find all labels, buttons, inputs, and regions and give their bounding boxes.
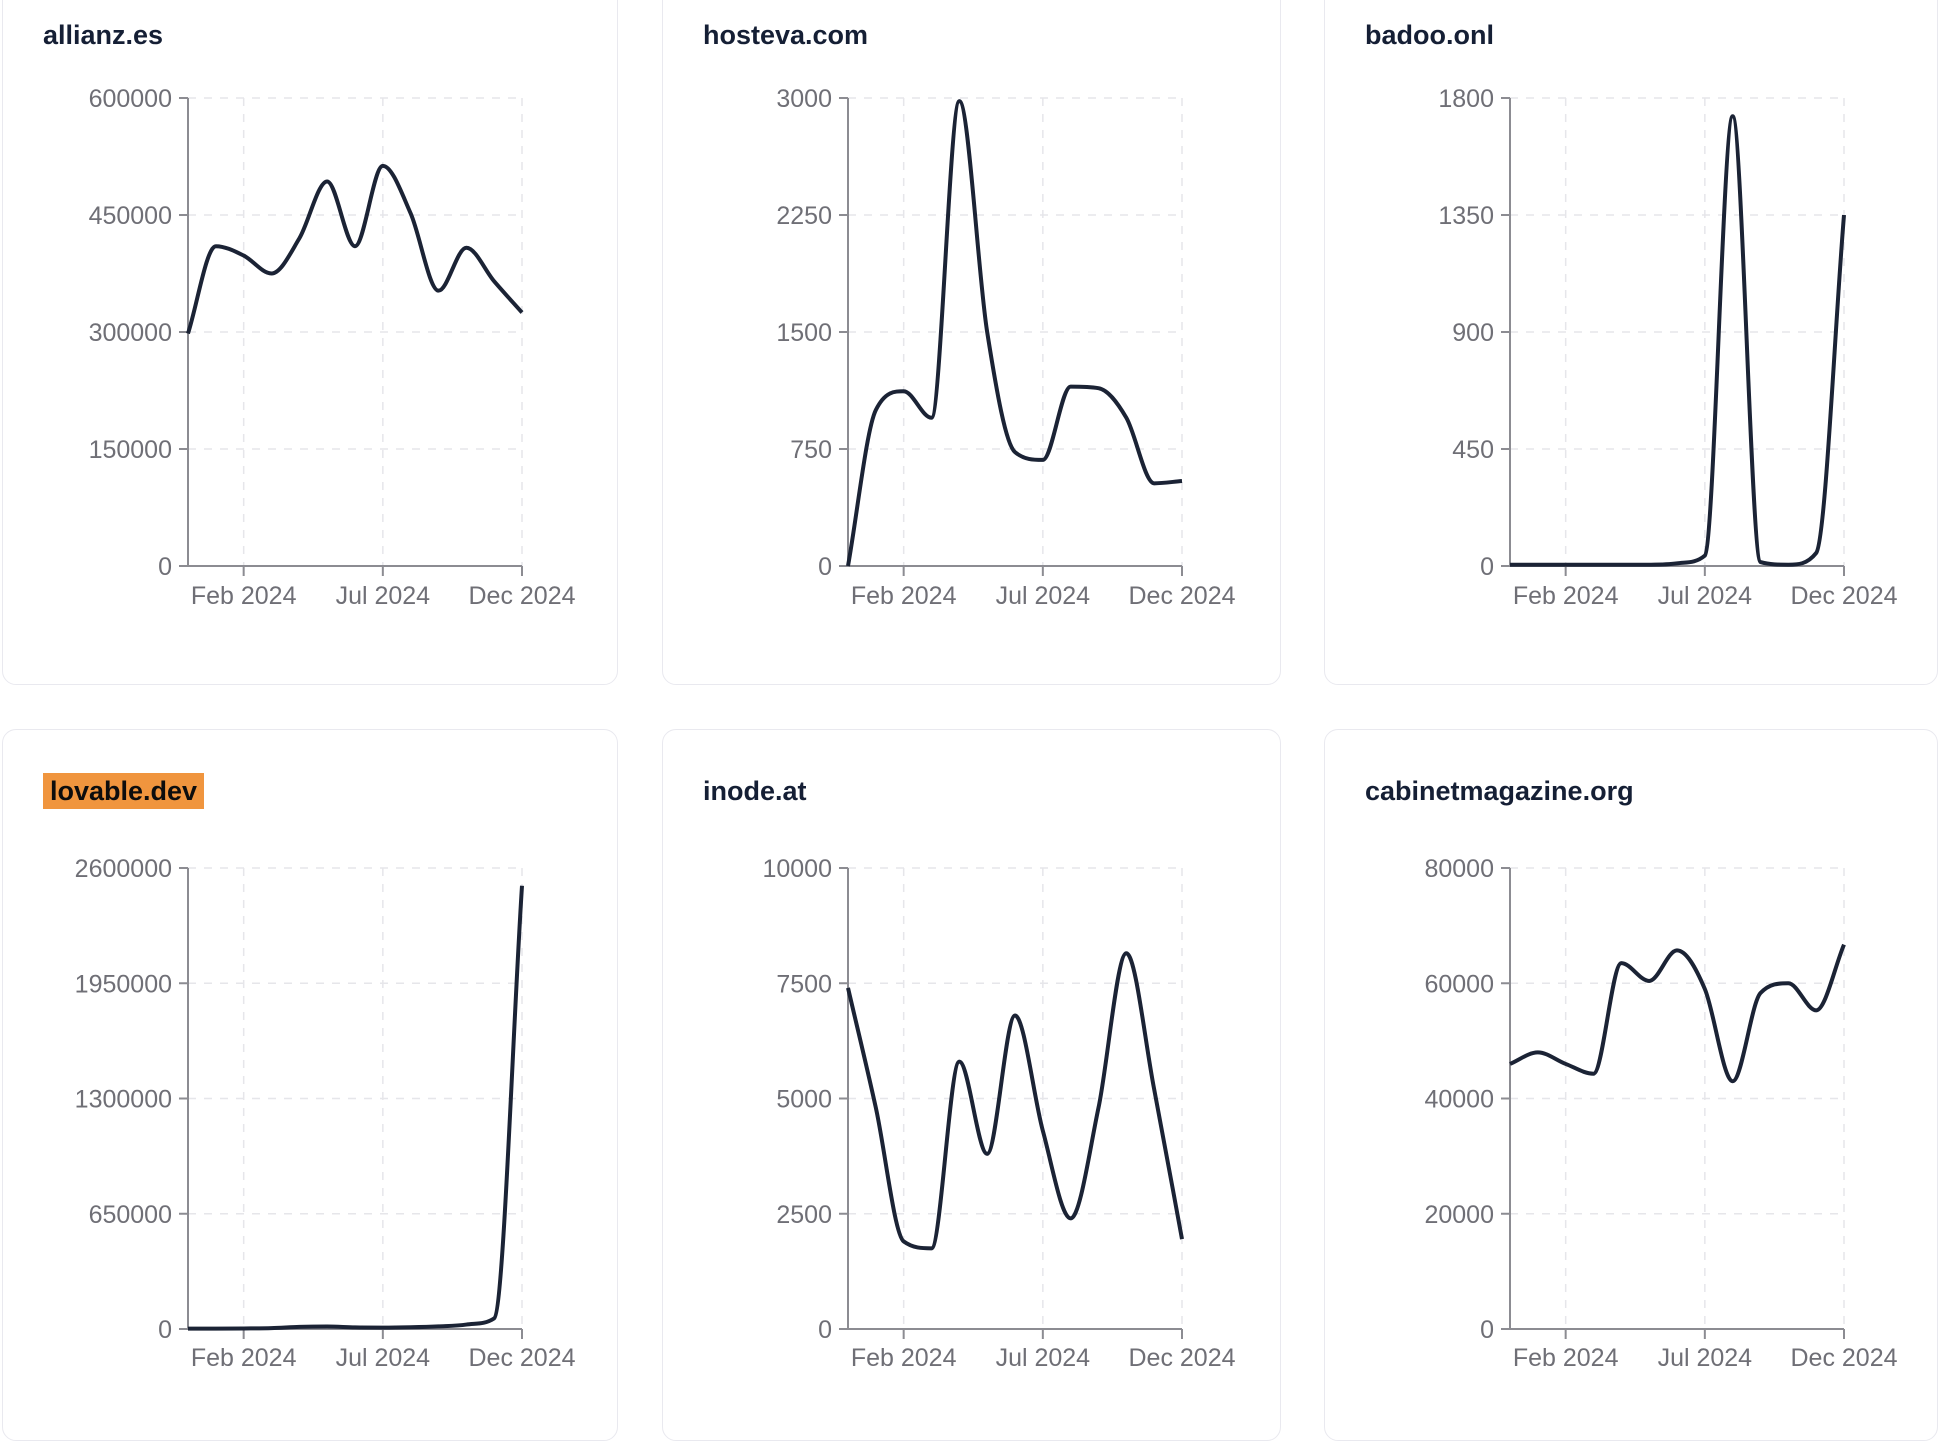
y-tick-label: 1300000 bbox=[75, 1086, 172, 1114]
y-tick-label: 20000 bbox=[1424, 1201, 1494, 1229]
x-tick-label: Feb 2024 bbox=[1513, 1344, 1619, 1372]
y-tick-label: 3000 bbox=[776, 85, 832, 113]
chart-card: cabinetmagazine.org 0 20000 40000 60000 8000… bbox=[1324, 729, 1938, 1441]
line-chart: 0 750 1500 2250 3000 Feb 2024 Jul 2024 Dec 2024 bbox=[776, 85, 1235, 610]
chart-title-wrap: hosteva.com bbox=[703, 18, 868, 52]
y-tick-label: 0 bbox=[158, 1316, 172, 1344]
series-line bbox=[186, 163, 524, 335]
chart-title[interactable]: hosteva.com bbox=[703, 20, 869, 50]
chart-title[interactable]: lovable.dev bbox=[43, 773, 205, 809]
line-chart: 0 450 900 1350 1800 Feb 2024 Jul 2024 Dec 2024 bbox=[1438, 85, 1897, 610]
y-tick-label: 7500 bbox=[776, 970, 832, 998]
y-tick-label: 2250 bbox=[776, 202, 832, 230]
chart-card: hosteva.com 0 750 1500 2250 3000 Feb 2024 Jul … bbox=[662, 0, 1281, 685]
x-tick-label: Dec 2024 bbox=[1790, 582, 1897, 610]
y-tick-label: 300000 bbox=[89, 319, 172, 347]
chart-title[interactable]: cabinetmagazine.org bbox=[1365, 776, 1634, 806]
chart-title-wrap: badoo.onl bbox=[1365, 18, 1494, 52]
y-tick-label: 600000 bbox=[89, 85, 172, 113]
x-tick-label: Jul 2024 bbox=[996, 1344, 1091, 1372]
y-tick-label: 1950000 bbox=[75, 970, 172, 998]
y-tick-label: 450 bbox=[1452, 436, 1494, 464]
x-tick-label: Jul 2024 bbox=[1658, 582, 1753, 610]
x-tick-label: Jul 2024 bbox=[1658, 1344, 1753, 1372]
x-tick-label: Dec 2024 bbox=[468, 582, 575, 610]
series-line bbox=[846, 951, 1184, 1251]
y-tick-label: 0 bbox=[1480, 1316, 1494, 1344]
chart-title[interactable]: badoo.onl bbox=[1365, 20, 1494, 50]
y-tick-label: 2500 bbox=[776, 1201, 832, 1229]
y-tick-label: 450000 bbox=[89, 202, 172, 230]
y-tick-label: 750 bbox=[790, 436, 832, 464]
y-tick-label: 0 bbox=[818, 553, 832, 581]
line-chart: 0 650000 1300000 1950000 2600000 Feb 2024 Jul … bbox=[75, 855, 576, 1372]
series-line bbox=[1510, 114, 1846, 567]
x-tick-label: Feb 2024 bbox=[851, 582, 957, 610]
y-tick-label: 150000 bbox=[89, 436, 172, 464]
y-tick-label: 10000 bbox=[762, 855, 832, 883]
y-tick-label: 80000 bbox=[1424, 855, 1494, 883]
chart-card: inode.at 0 2500 5000 7500 10000 Feb 2024 Jul 2… bbox=[662, 729, 1281, 1441]
y-tick-label: 0 bbox=[158, 553, 172, 581]
y-tick-label: 900 bbox=[1452, 319, 1494, 347]
x-tick-label: Dec 2024 bbox=[1128, 1344, 1235, 1372]
series-line bbox=[846, 99, 1183, 567]
x-tick-label: Dec 2024 bbox=[468, 1344, 575, 1372]
chart-title-wrap: allianz.es bbox=[43, 18, 163, 52]
line-chart: 0 20000 40000 60000 80000 Feb 2024 Jul 2024 Dec… bbox=[1424, 855, 1897, 1372]
x-tick-label: Jul 2024 bbox=[336, 582, 431, 610]
x-tick-label: Feb 2024 bbox=[851, 1344, 957, 1372]
y-tick-label: 60000 bbox=[1424, 970, 1494, 998]
x-tick-label: Jul 2024 bbox=[996, 582, 1091, 610]
x-tick-label: Jul 2024 bbox=[336, 1344, 431, 1372]
y-tick-label: 5000 bbox=[776, 1086, 832, 1114]
chart-title[interactable]: allianz.es bbox=[43, 20, 164, 50]
chart-card: allianz.es 0 150000 300000 450000 600000 Feb … bbox=[2, 0, 618, 685]
chart-title-wrap: cabinetmagazine.org bbox=[1365, 774, 1634, 808]
x-tick-label: Feb 2024 bbox=[191, 582, 297, 610]
y-tick-label: 2600000 bbox=[75, 855, 172, 883]
series-line bbox=[1509, 943, 1846, 1084]
chart-card: badoo.onl 0 450 900 1350 1800 Feb 2024 Jul 202… bbox=[1324, 0, 1938, 685]
x-tick-label: Feb 2024 bbox=[1513, 582, 1619, 610]
x-tick-label: Feb 2024 bbox=[191, 1344, 297, 1372]
chart-card: lovable.dev 0 650000 1300000 1950000 2600000… bbox=[2, 729, 618, 1441]
chart-title-wrap: inode.at bbox=[703, 774, 807, 808]
y-tick-label: 40000 bbox=[1424, 1086, 1494, 1114]
x-tick-label: Dec 2024 bbox=[1790, 1344, 1897, 1372]
y-tick-label: 1500 bbox=[776, 319, 832, 347]
chart-title-wrap: lovable.dev bbox=[43, 773, 205, 809]
y-tick-label: 1800 bbox=[1438, 85, 1494, 113]
series-line bbox=[188, 885, 524, 1331]
line-chart: 0 2500 5000 7500 10000 Feb 2024 Jul 2024 Dec 20… bbox=[762, 855, 1235, 1372]
y-tick-label: 650000 bbox=[89, 1201, 172, 1229]
y-tick-label: 0 bbox=[1480, 553, 1494, 581]
chart-title[interactable]: inode.at bbox=[703, 776, 807, 806]
x-tick-label: Dec 2024 bbox=[1128, 582, 1235, 610]
y-tick-label: 0 bbox=[818, 1316, 832, 1344]
line-chart: 0 150000 300000 450000 600000 Feb 2024 Jul 202… bbox=[89, 85, 576, 610]
y-tick-label: 1350 bbox=[1438, 202, 1494, 230]
